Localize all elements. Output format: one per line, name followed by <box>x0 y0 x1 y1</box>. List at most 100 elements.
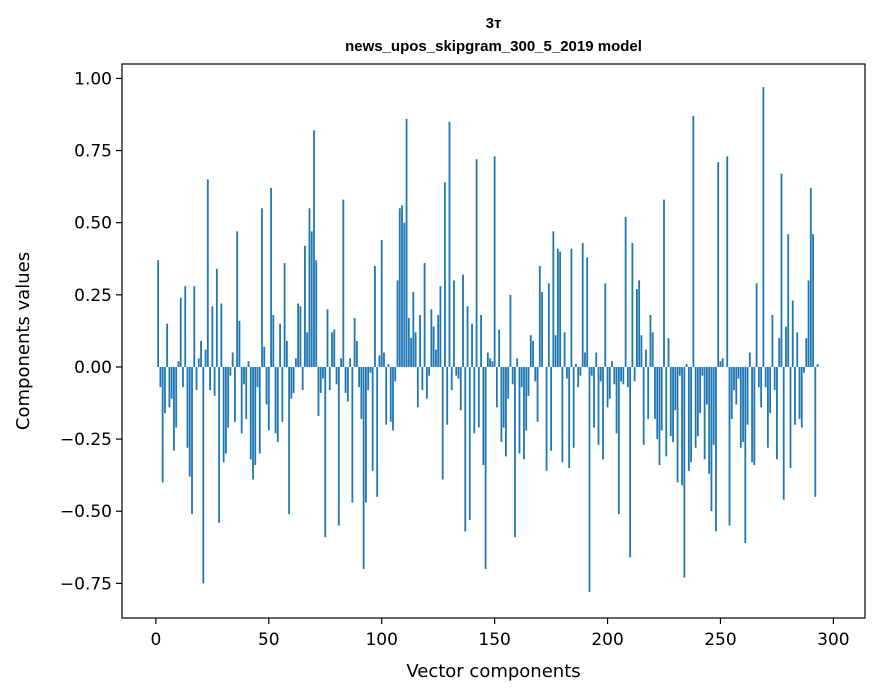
bar <box>703 366 706 460</box>
bar <box>629 366 632 558</box>
bar <box>581 242 584 367</box>
bar <box>213 366 216 396</box>
bar <box>683 366 686 578</box>
bar <box>737 366 740 379</box>
bar <box>191 366 193 515</box>
bar <box>423 263 426 367</box>
bar <box>507 366 510 399</box>
bar <box>421 366 424 391</box>
bar <box>157 260 160 367</box>
bar <box>247 361 250 367</box>
bar <box>545 366 548 471</box>
bar <box>798 366 801 419</box>
bar <box>620 366 622 382</box>
bar <box>416 366 419 408</box>
bar <box>193 286 196 367</box>
bar <box>577 366 580 388</box>
bar <box>486 352 489 367</box>
bar <box>432 326 435 367</box>
bar <box>211 306 214 367</box>
y-tick-label: 0.00 <box>74 358 112 378</box>
bar <box>554 335 557 367</box>
bar <box>256 366 259 388</box>
x-tick-label: 250 <box>704 630 736 650</box>
bar <box>647 366 650 419</box>
bar <box>807 280 810 367</box>
y-tick-label: −0.75 <box>60 574 112 594</box>
bar <box>529 335 532 367</box>
y-tick-label: 1.00 <box>74 69 112 89</box>
bar <box>331 332 333 367</box>
bar <box>532 341 534 367</box>
bar <box>385 366 388 425</box>
bar <box>739 366 742 448</box>
bar <box>166 323 169 367</box>
bar <box>249 366 252 460</box>
bar <box>787 234 790 367</box>
bar <box>243 366 245 385</box>
bar <box>780 173 783 367</box>
bar <box>448 121 451 367</box>
bar <box>538 265 541 367</box>
bar <box>464 366 467 532</box>
bar <box>631 242 634 367</box>
bar <box>696 366 699 437</box>
bar <box>360 366 363 419</box>
bar <box>708 366 711 474</box>
bar <box>712 366 715 445</box>
bar <box>308 208 311 367</box>
bar <box>484 366 487 569</box>
bar <box>353 317 356 367</box>
bar <box>220 303 223 367</box>
bar <box>304 245 306 367</box>
bar <box>611 361 613 367</box>
bar <box>742 366 744 442</box>
bar <box>337 366 340 526</box>
bar <box>640 335 643 367</box>
bar <box>489 358 492 367</box>
bar <box>477 366 480 428</box>
bar <box>290 366 293 399</box>
bar <box>182 366 184 388</box>
bar <box>299 306 302 367</box>
bar <box>575 364 577 367</box>
bar <box>335 366 338 385</box>
x-tick-label: 300 <box>817 630 849 650</box>
bar <box>563 332 566 367</box>
bar <box>626 366 629 388</box>
x-axis-label: Vector components <box>406 661 580 682</box>
bar <box>480 315 482 367</box>
bar <box>168 366 171 408</box>
bar <box>265 366 268 405</box>
bar <box>701 366 704 376</box>
bar <box>471 323 473 367</box>
bar <box>717 162 720 367</box>
bar <box>186 366 189 448</box>
bar <box>514 366 516 538</box>
bar <box>715 366 717 532</box>
bar <box>561 366 564 463</box>
bar <box>690 366 693 463</box>
bar <box>279 323 281 367</box>
bar <box>184 286 187 367</box>
bar <box>785 326 787 367</box>
bar <box>407 317 410 367</box>
bar <box>633 366 636 382</box>
bar <box>771 315 774 367</box>
bar <box>748 352 751 367</box>
x-tick-label: 150 <box>478 630 510 650</box>
x-tick-label: 100 <box>365 630 397 650</box>
bar <box>457 366 460 379</box>
bar <box>288 366 291 515</box>
bar <box>642 366 645 445</box>
bar <box>692 115 695 367</box>
bar <box>527 366 530 396</box>
bar <box>197 358 200 367</box>
bar <box>326 309 329 367</box>
bar <box>238 320 241 367</box>
bar <box>654 366 656 419</box>
bar <box>195 366 198 391</box>
bar <box>389 366 392 422</box>
bar <box>803 366 805 373</box>
